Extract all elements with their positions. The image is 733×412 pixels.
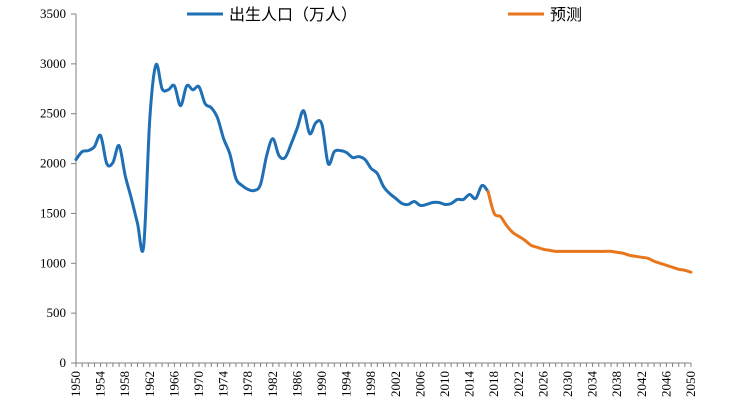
y-tick-label: 500: [47, 305, 67, 320]
x-tick-label: 2006: [412, 371, 427, 398]
x-tick-label: 2026: [535, 371, 550, 398]
x-tick-label: 2030: [560, 371, 575, 397]
x-tick-label: 1974: [216, 371, 231, 398]
x-tick-label: 2002: [388, 371, 403, 397]
y-tick-label: 1500: [40, 205, 66, 220]
chart-series: [74, 62, 693, 274]
x-tick-label: 2014: [462, 371, 477, 398]
x-tick-label: 2038: [609, 371, 624, 397]
x-tick-label: 1954: [93, 371, 108, 398]
x-tick-label: 2046: [658, 371, 673, 398]
y-tick-label: 3000: [40, 56, 66, 71]
x-tick-label: 2042: [634, 371, 649, 397]
x-tick-label: 1982: [265, 371, 280, 397]
x-tick-label: 1986: [289, 371, 304, 398]
x-tick-label: 2010: [437, 371, 452, 397]
y-tick-label: 0: [60, 355, 67, 370]
x-tick-label: 1978: [240, 371, 255, 397]
x-tick-label: 1966: [166, 371, 181, 398]
x-tick-label: 2034: [585, 371, 600, 398]
x-tick-label: 1970: [191, 371, 206, 397]
x-tick-label: 2050: [683, 371, 698, 397]
y-tick-label: 2000: [40, 156, 66, 171]
series-line-births: [74, 62, 490, 253]
y-tick-label: 2500: [40, 106, 66, 121]
x-tick-label: 1962: [142, 371, 157, 397]
chart-legend: 出生人口（万人） 预测: [187, 5, 582, 24]
x-tick-label: 1998: [363, 371, 378, 397]
x-tick-label: 2018: [486, 371, 501, 397]
chart-axes: 0 500 1000 1500 2000 2500 3000 3500 1950 1954 1958…: [40, 6, 698, 397]
legend-label-births: 出生人口（万人）: [229, 5, 357, 24]
x-tick-label: 1990: [314, 371, 329, 397]
series-line-forecast: [486, 189, 693, 274]
x-tick-label: 1994: [339, 371, 354, 398]
y-tick-label: 3500: [40, 6, 66, 21]
y-tick-label: 1000: [40, 255, 66, 270]
x-tick-label: 1950: [68, 371, 83, 397]
x-tick-label: 1958: [117, 371, 132, 397]
x-tick-label: 2022: [511, 371, 526, 397]
legend-label-forecast: 预测: [550, 5, 582, 24]
